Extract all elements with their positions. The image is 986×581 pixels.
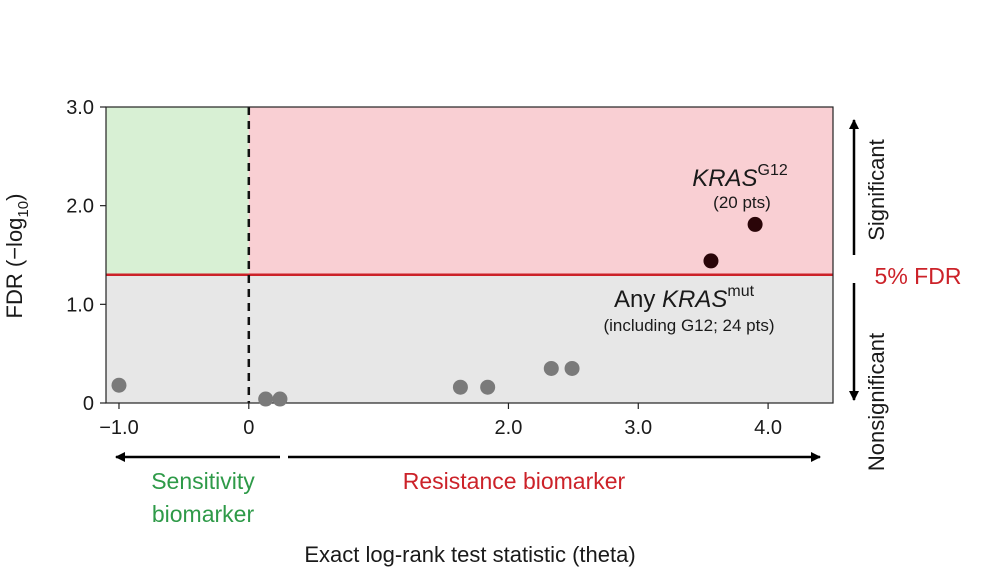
nonsignificant-point: [258, 391, 274, 407]
nonsignificant-point: [111, 377, 127, 393]
resistance-significant-region: [248, 107, 833, 275]
kras-g12-label: KRASG12: [692, 162, 788, 192]
sensitivity-significant-region: [106, 107, 249, 275]
threshold-label: 5% FDR: [875, 263, 962, 289]
kras-any-label: Any KRASmut: [614, 283, 755, 313]
y-tick-label: 1.0: [66, 294, 94, 316]
data-points: [111, 216, 763, 407]
sensitivity-label-line2: biomarker: [152, 501, 255, 527]
resistance-label: Resistance biomarker: [403, 468, 626, 494]
nonsignificant-point: [543, 360, 559, 376]
x-axis-title: Exact log-rank test statistic (theta): [304, 542, 635, 567]
x-tick-label: 0: [243, 417, 254, 439]
x-axis-ticks: −1.0 0 2.0 3.0 4.0: [99, 403, 782, 439]
sensitivity-label-line1: Sensitivity: [151, 468, 255, 494]
nonsignificant-label: Nonsignificant: [864, 333, 889, 471]
x-tick-label: 2.0: [495, 417, 523, 439]
kras-any-detail: (including G12; 24 pts): [603, 316, 774, 335]
nonsignificant-point: [452, 379, 468, 395]
x-tick-label: 3.0: [624, 417, 652, 439]
nonsignificant-point: [564, 360, 580, 376]
nonsignificant-point: [480, 379, 496, 395]
significant-point: [703, 253, 719, 269]
x-tick-label: 4.0: [754, 417, 782, 439]
kras-g12-detail: (20 pts): [713, 193, 771, 212]
nonsignificant-point: [272, 391, 288, 407]
y-tick-label: 3.0: [66, 97, 94, 119]
plot-frame: [105, 106, 834, 404]
y-tick-label: 2.0: [66, 196, 94, 218]
y-axis-title: FDR (−log10): [2, 194, 32, 319]
significant-label: Significant: [864, 139, 889, 241]
y-axis-ticks: 0 1.0 2.0 3.0: [66, 97, 106, 415]
y-tick-label: 0: [83, 393, 94, 415]
x-tick-label: −1.0: [99, 417, 138, 439]
significant-point: [747, 216, 763, 232]
nonsignificant-region: [106, 274, 833, 403]
